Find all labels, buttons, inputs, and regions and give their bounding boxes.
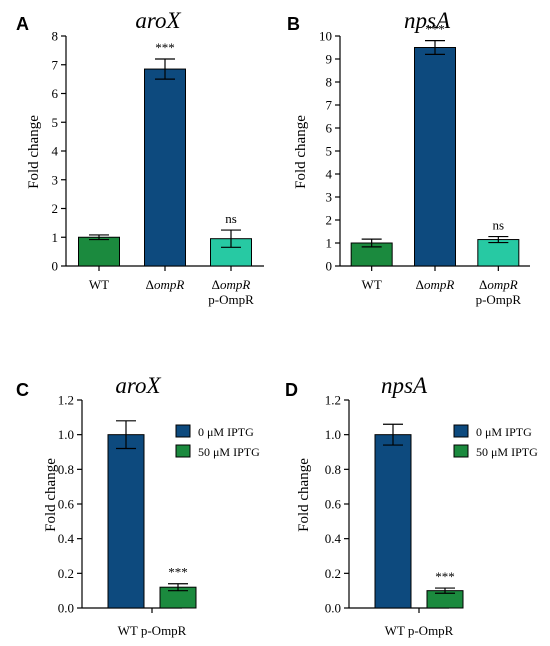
significance-label: *** <box>155 40 175 55</box>
legend-label: 50 μM IPTG <box>198 445 260 459</box>
category-label-part: WT <box>362 277 382 292</box>
category-label-part: Δ <box>479 277 487 292</box>
y-tick-label: 1.2 <box>58 393 74 408</box>
y-tick-label: 0.4 <box>325 531 342 546</box>
y-tick-label: 1.2 <box>325 393 341 408</box>
significance-label: *** <box>435 569 455 584</box>
significance-label: *** <box>425 22 445 37</box>
significance-label: ns <box>493 218 505 233</box>
category-label: WT <box>89 277 109 292</box>
bar <box>374 434 412 609</box>
y-tick-label: 4 <box>52 144 59 159</box>
category-label-part: ompR <box>487 277 517 292</box>
bar <box>144 68 186 267</box>
category-label-part: ompR <box>154 277 184 292</box>
y-tick-label: 0.0 <box>58 601 74 616</box>
category-label: ΔompR <box>416 277 455 292</box>
y-tick-label: 0.8 <box>325 462 341 477</box>
bar <box>477 239 520 267</box>
category-label: ΔompR <box>479 277 518 292</box>
category-label-part: p-OmpR <box>208 292 254 307</box>
category-label: p-OmpR <box>476 292 522 307</box>
chart-title: aroX <box>135 8 181 33</box>
significance-label: ns <box>225 211 237 226</box>
category-label: ΔompR <box>212 277 251 292</box>
y-tick-label: 0 <box>326 259 333 274</box>
legend-label: 50 μM IPTG <box>476 445 538 459</box>
y-tick-label: 2 <box>326 213 333 228</box>
category-label-part: WT <box>89 277 109 292</box>
category-label-part: p-OmpR <box>476 292 522 307</box>
legend-label: 0 μM IPTG <box>476 425 532 439</box>
category-label: ΔompR <box>146 277 185 292</box>
y-axis-label: Fold change <box>296 458 312 532</box>
y-tick-label: 0.2 <box>325 566 341 581</box>
y-tick-label: 1.0 <box>325 427 341 442</box>
significance-label: *** <box>168 565 188 580</box>
y-tick-label: 8 <box>52 29 59 44</box>
y-tick-label: 3 <box>52 172 59 187</box>
category-label: p-OmpR <box>208 292 254 307</box>
bar <box>107 434 145 609</box>
group-label: WT p-OmpR <box>118 623 187 638</box>
category-label-part: Δ <box>146 277 154 292</box>
y-axis-label: Fold change <box>26 115 42 189</box>
y-axis-label: Fold change <box>293 115 309 189</box>
y-tick-label: 6 <box>52 86 59 101</box>
y-tick-label: 0.4 <box>58 531 75 546</box>
y-tick-label: 8 <box>326 75 333 90</box>
panel-label: A <box>16 14 29 34</box>
y-tick-label: 2 <box>52 201 59 216</box>
y-tick-label: 1.0 <box>58 427 74 442</box>
y-tick-label: 9 <box>326 52 333 67</box>
y-tick-label: 0.2 <box>58 566 74 581</box>
panel-label: B <box>287 14 300 34</box>
y-axis-label: Fold change <box>43 458 59 532</box>
category-label-part: ompR <box>220 277 250 292</box>
panel-label: C <box>16 380 29 400</box>
bar <box>78 236 120 267</box>
category-label-part: Δ <box>212 277 220 292</box>
y-tick-label: 7 <box>326 98 333 113</box>
y-tick-label: 5 <box>52 115 59 130</box>
y-tick-label: 6 <box>326 121 333 136</box>
category-label: WT <box>362 277 382 292</box>
y-tick-label: 10 <box>319 29 332 44</box>
bar <box>414 47 456 267</box>
y-tick-label: 1 <box>326 236 333 251</box>
chart-title: aroX <box>115 373 161 398</box>
y-tick-label: 7 <box>52 57 59 72</box>
y-tick-label: 4 <box>326 167 333 182</box>
y-tick-label: 0.6 <box>325 497 342 512</box>
legend-swatch <box>175 424 191 438</box>
chart-title: npsA <box>404 8 451 33</box>
panel-label: D <box>285 380 298 400</box>
legend-label: 0 μM IPTG <box>198 425 254 439</box>
legend-swatch <box>175 444 191 458</box>
y-tick-label: 5 <box>326 144 333 159</box>
category-label-part: Δ <box>416 277 424 292</box>
y-tick-label: 0.8 <box>58 462 74 477</box>
y-tick-label: 1 <box>52 230 59 245</box>
group-label: WT p-OmpR <box>385 623 454 638</box>
legend-swatch <box>453 444 469 458</box>
y-tick-label: 3 <box>326 190 333 205</box>
y-tick-label: 0 <box>52 259 59 274</box>
y-tick-label: 0.0 <box>325 601 341 616</box>
legend-swatch <box>453 424 469 438</box>
y-tick-label: 0.6 <box>58 497 75 512</box>
chart-title: npsA <box>381 373 428 398</box>
category-label-part: ompR <box>424 277 454 292</box>
